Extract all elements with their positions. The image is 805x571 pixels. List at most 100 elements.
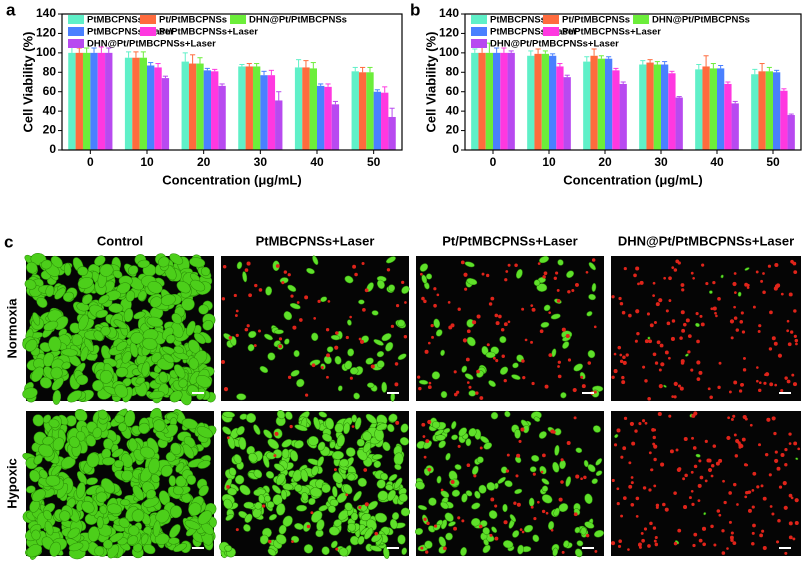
- dead-cell: [630, 502, 635, 507]
- cell: [440, 490, 450, 498]
- dead-cell: [784, 551, 788, 555]
- cell: [591, 282, 597, 292]
- dead-cell: [244, 268, 249, 272]
- dead-cell: [749, 423, 753, 427]
- cell: [197, 510, 213, 525]
- cell: [146, 316, 164, 328]
- dead-cell: [768, 473, 772, 477]
- cell: [471, 502, 481, 510]
- dead-cell: [793, 441, 798, 446]
- dead-cell: [761, 529, 765, 533]
- legend-swatch: [543, 15, 559, 24]
- cell: [562, 341, 570, 349]
- dead-cell: [550, 528, 554, 532]
- dead-cell: [752, 305, 756, 309]
- dead-cell: [457, 516, 461, 520]
- cell: [538, 431, 547, 439]
- dead-cell: [418, 386, 422, 391]
- dead-cell: [664, 350, 669, 355]
- cell: [200, 266, 211, 277]
- micrograph: [219, 410, 411, 559]
- cell: [162, 353, 175, 364]
- cell: [153, 419, 166, 432]
- cell: [482, 527, 490, 535]
- micrograph: [22, 407, 217, 560]
- dead-cell: [621, 310, 626, 315]
- dead-cell: [653, 484, 657, 488]
- dead-cell: [370, 364, 375, 369]
- dead-cell: [622, 360, 627, 365]
- bar: [549, 55, 557, 151]
- dead-cell: [746, 286, 750, 289]
- cell: [387, 489, 396, 502]
- cell: [344, 502, 353, 512]
- cell: [168, 475, 177, 487]
- dead-cell: [622, 446, 627, 451]
- cell: [129, 342, 139, 358]
- dead-cell: [558, 497, 563, 502]
- cell: [365, 413, 377, 424]
- cell: [25, 339, 38, 352]
- dead-cell: [498, 314, 502, 319]
- bar: [373, 91, 382, 150]
- cell: [388, 474, 398, 482]
- dead-cell: [788, 292, 793, 297]
- cell: [541, 478, 550, 485]
- bar: [238, 66, 246, 150]
- dead-cell: [495, 321, 500, 326]
- cell: [440, 349, 445, 356]
- dead-cell: [660, 362, 665, 367]
- cell: [397, 534, 406, 545]
- dead-cell: [246, 261, 251, 266]
- dead-cell: [698, 459, 702, 463]
- cell: [158, 371, 168, 384]
- dead-cell: [433, 524, 438, 528]
- dead-cell: [650, 468, 654, 472]
- dead-cell: [771, 336, 776, 341]
- dead-cell: [386, 268, 391, 272]
- cell: [320, 296, 328, 303]
- cell: [514, 488, 523, 495]
- cell: [186, 474, 197, 485]
- bar: [82, 52, 91, 150]
- cell: [293, 350, 300, 358]
- cell: [364, 527, 374, 540]
- cell: [130, 331, 144, 345]
- dead-cell: [788, 442, 792, 445]
- cell: [709, 290, 713, 294]
- cell: [54, 287, 66, 300]
- dead-cell: [652, 442, 656, 446]
- dead-cell: [573, 416, 577, 420]
- bar: [583, 61, 591, 150]
- dead-cell: [521, 530, 525, 534]
- cell: [458, 427, 468, 437]
- dead-cell: [506, 453, 510, 457]
- y-tick-label: 0: [49, 142, 56, 156]
- bar: [765, 71, 773, 150]
- dead-cell: [681, 328, 686, 333]
- dead-cell: [792, 261, 797, 266]
- dead-cell: [613, 352, 617, 356]
- dead-cell: [296, 301, 300, 304]
- cell: [380, 472, 389, 481]
- dead-cell: [728, 491, 732, 495]
- cell: [381, 381, 388, 393]
- cell: [51, 377, 64, 391]
- dead-cell: [222, 265, 227, 269]
- cell: [311, 332, 319, 341]
- cell: [592, 425, 601, 433]
- cell: [239, 484, 251, 496]
- dead-cell: [548, 353, 553, 358]
- dead-cell: [531, 307, 536, 312]
- dead-cell: [287, 273, 291, 277]
- cell: [24, 279, 37, 290]
- cell: [360, 513, 371, 522]
- cell: [316, 519, 325, 531]
- dead-cell: [394, 382, 399, 387]
- dead-cell: [663, 276, 666, 280]
- cell: [435, 329, 443, 337]
- dead-cell: [660, 462, 665, 467]
- cell: [31, 529, 41, 541]
- legend-swatch: [543, 27, 559, 36]
- cell: [234, 475, 245, 485]
